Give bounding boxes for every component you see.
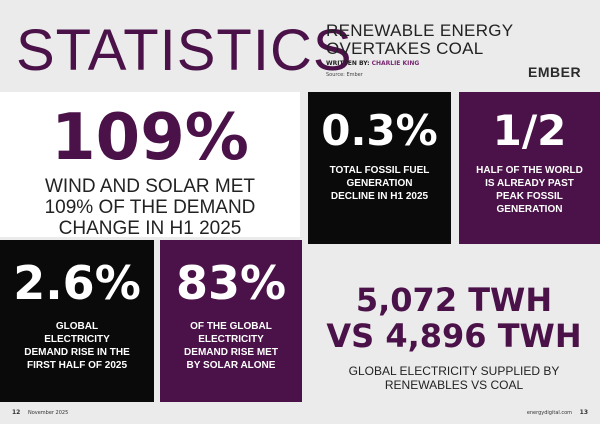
- stat-panel-renewables-vs-coal: 5,072 TWH VS 4,896 TWH GLOBAL ELECTRICIT…: [308, 252, 600, 402]
- stat-panel-wind-solar: 109% WIND AND SOLAR MET 109% OF THE DEMA…: [0, 92, 300, 239]
- stat-description: WIND AND SOLAR MET 109% OF THE DEMAND CH…: [44, 176, 256, 239]
- stat-panel-fossil-decline: 0.3% TOTAL FOSSIL FUEL GENERATION DECLIN…: [308, 92, 451, 244]
- page-number-right: 13: [579, 409, 588, 416]
- stat-panel-peak-fossil: 1/2 HALF OF THE WORLD IS ALREADY PAST PE…: [459, 92, 600, 244]
- headline-line-1: RENEWABLE ENERGY: [326, 21, 514, 40]
- stat-description: GLOBAL ELECTRICITY SUPPLIED BY RENEWABLE…: [348, 364, 560, 392]
- byline-prefix: WRITTEN BY:: [326, 60, 372, 67]
- stat-panel-solar-share: 83% OF THE GLOBAL ELECTRICITY DEMAND RIS…: [160, 240, 302, 402]
- page-number-left: 12: [12, 409, 21, 416]
- page-title: STATISTICS: [16, 18, 353, 83]
- source-note: Source: Ember: [326, 72, 363, 78]
- headline-line-2: OVERTAKES COAL: [326, 39, 484, 58]
- stat-value: 2.6%: [13, 256, 141, 310]
- footer-right: energydigital.com 13: [527, 409, 588, 416]
- byline-author: CHARLIE KING: [371, 60, 420, 67]
- stat-value: 1/2: [492, 106, 567, 155]
- stat-value-line-1: 5,072 TWH: [355, 281, 553, 319]
- issue-date: November 2025: [27, 410, 69, 416]
- stat-description: TOTAL FOSSIL FUEL GENERATION DECLINE IN …: [329, 165, 430, 202]
- stat-value: 0.3%: [321, 106, 438, 155]
- footer-left: 12 November 2025: [12, 409, 68, 416]
- stat-value-line-2: VS 4,896 TWH: [326, 317, 582, 355]
- ember-logo: EMBER: [528, 64, 582, 80]
- stat-value: 109%: [51, 101, 249, 175]
- stat-description: OF THE GLOBAL ELECTRICITY DEMAND RISE ME…: [184, 321, 278, 371]
- article-headline: RENEWABLE ENERGY OVERTAKES COAL: [326, 22, 513, 58]
- byline: WRITTEN BY: CHARLIE KING: [326, 60, 419, 67]
- stat-description: GLOBAL ELECTRICITY DEMAND RISE IN THE FI…: [24, 321, 130, 371]
- stat-panel-demand-rise: 2.6% GLOBAL ELECTRICITY DEMAND RISE IN T…: [0, 240, 154, 402]
- website: energydigital.com: [526, 410, 573, 416]
- stat-description: HALF OF THE WORLD IS ALREADY PAST PEAK F…: [476, 165, 583, 215]
- stat-value: 83%: [175, 256, 287, 310]
- stat-value: 5,072 TWH VS 4,896 TWH: [326, 282, 581, 354]
